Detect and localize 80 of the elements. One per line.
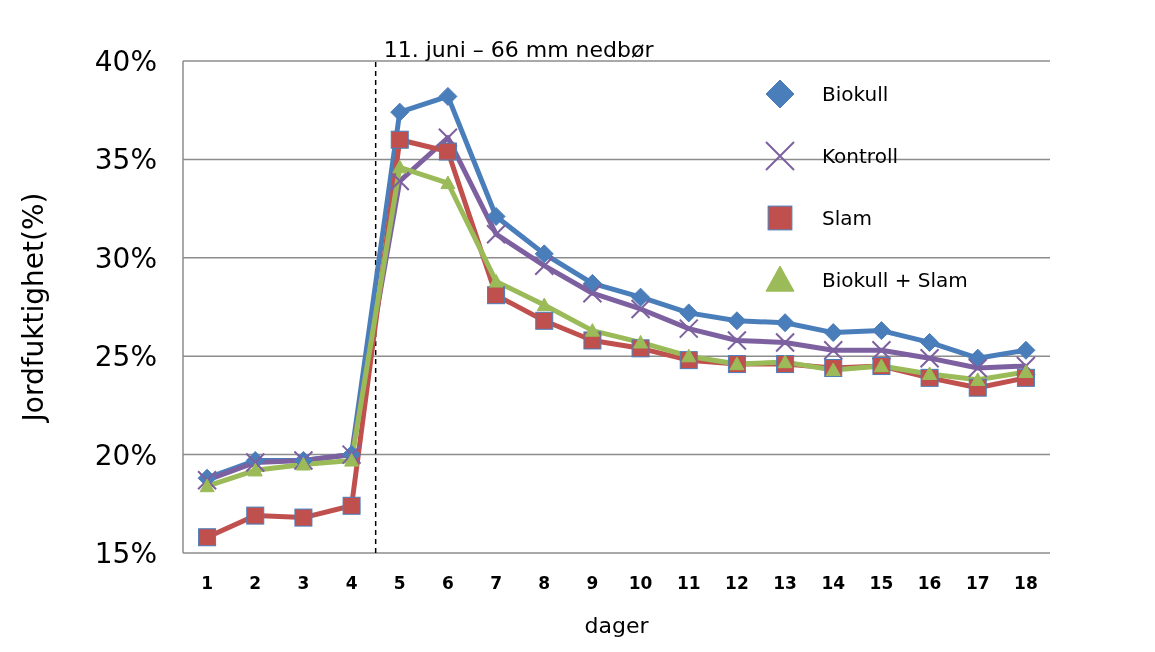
point <box>967 358 988 379</box>
point <box>392 159 408 174</box>
x-tick-label: 2 <box>249 573 262 594</box>
y-tick-label: 15% <box>94 536 157 570</box>
point <box>536 297 552 312</box>
x-tick-label: 16 <box>917 573 942 594</box>
point <box>920 332 940 352</box>
point <box>389 171 410 192</box>
point <box>679 303 699 323</box>
point <box>1018 364 1034 379</box>
x-tick-label: 12 <box>725 573 749 594</box>
point <box>1015 356 1036 377</box>
point <box>438 86 458 106</box>
legend-label: Biokull <box>822 82 889 106</box>
point <box>535 311 554 330</box>
point <box>582 283 603 304</box>
x-axis-title: dager <box>584 612 650 638</box>
point <box>247 462 263 477</box>
point <box>968 348 988 368</box>
x-tick-label: 10 <box>628 573 653 594</box>
point <box>390 102 410 122</box>
x-tick-label: 11 <box>676 573 701 594</box>
point <box>631 287 651 307</box>
point <box>534 255 555 276</box>
y-tick-label: 40% <box>94 44 157 78</box>
x-tick-label: 18 <box>1014 573 1038 594</box>
x-tick-label: 3 <box>297 573 310 594</box>
x-tick-label: 1 <box>201 573 214 594</box>
point <box>630 298 651 319</box>
x-tick-label: 15 <box>869 573 894 594</box>
point <box>438 142 457 161</box>
legend-label: Biokull + Slam <box>822 268 968 292</box>
x-tick-label: 6 <box>441 573 454 594</box>
point <box>823 340 844 361</box>
point <box>871 321 891 341</box>
point <box>922 366 938 381</box>
point <box>488 273 504 288</box>
point <box>919 348 940 369</box>
legend-label: Kontroll <box>822 144 899 168</box>
x-tick-label: 4 <box>345 573 358 594</box>
x-tick-label: 17 <box>965 573 990 594</box>
point <box>295 456 311 471</box>
point <box>582 273 602 293</box>
point <box>1016 340 1036 360</box>
point <box>775 313 795 333</box>
point <box>633 334 649 349</box>
ref-line-label: 11. juni – 66 mm nedbør <box>383 37 655 62</box>
point <box>486 206 506 226</box>
y-tick-label: 20% <box>94 438 157 472</box>
point <box>681 348 697 363</box>
y-tick-label: 25% <box>94 340 157 374</box>
point <box>440 175 456 190</box>
point <box>246 506 265 525</box>
x-tick-label: 5 <box>393 573 406 594</box>
point <box>727 311 747 331</box>
y-tick-label: 30% <box>94 241 157 275</box>
point <box>342 496 361 515</box>
x-tick-label: 8 <box>538 573 551 594</box>
point <box>487 286 506 305</box>
x-tick-label: 7 <box>490 573 503 594</box>
point <box>390 130 409 149</box>
x-tick-label: 13 <box>773 573 797 594</box>
point <box>777 354 793 369</box>
point <box>970 372 986 386</box>
x-tick-label: 9 <box>586 573 599 594</box>
y-tick-label: 35% <box>94 143 157 177</box>
point <box>823 323 843 343</box>
point <box>678 318 699 339</box>
point <box>198 528 217 547</box>
point <box>486 224 507 245</box>
point <box>199 478 215 493</box>
point <box>534 244 554 264</box>
point <box>726 330 747 351</box>
point <box>584 323 600 337</box>
point <box>294 508 313 527</box>
point <box>775 332 796 353</box>
point <box>344 453 360 467</box>
x-tick-label: 14 <box>821 573 846 594</box>
legend-label: Slam <box>822 206 872 230</box>
y-axis-title: Jordfuktighet(%) <box>16 192 50 424</box>
